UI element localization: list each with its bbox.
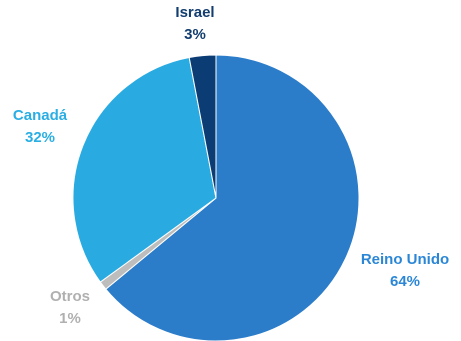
slice-label-reino-unido-name: Reino Unido xyxy=(360,251,450,268)
pie-slice-reino-unido xyxy=(105,54,360,341)
pie-slice-israel xyxy=(188,54,217,199)
slice-label-israel: Israel 3% xyxy=(175,2,214,46)
slice-label-otros: Otros 1% xyxy=(50,286,90,330)
slice-label-israel-value: 3% xyxy=(184,26,206,43)
slice-label-reino-unido-value: 64% xyxy=(389,273,421,290)
slice-label-reino-unido: Reino Unido 64% xyxy=(361,249,449,293)
slice-label-israel-name: Israel xyxy=(175,4,215,21)
pie-slice-canada xyxy=(72,56,217,283)
slice-label-canada: Canadá 32% xyxy=(13,105,67,149)
slice-label-canada-name: Canadá xyxy=(12,107,68,124)
slice-label-canada-value: 32% xyxy=(24,129,56,146)
slice-label-otros-name: Otros xyxy=(49,288,91,305)
slice-label-otros-value: 1% xyxy=(59,310,81,327)
